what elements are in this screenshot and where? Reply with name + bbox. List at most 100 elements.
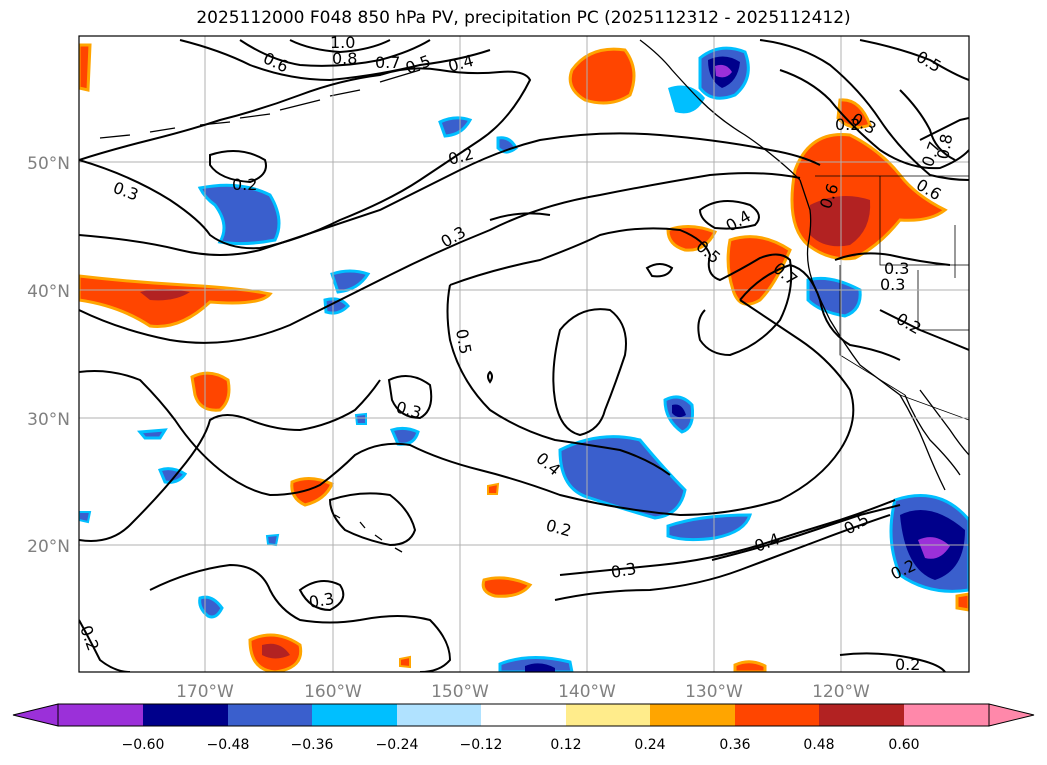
contour-label: 0.3 [609,559,637,582]
contour-label: 0.3 [884,259,909,278]
pv-contour [552,308,627,437]
coastline-canada [799,179,813,281]
pv-contour [239,39,431,67]
precip-area-orange [733,660,767,672]
colorbar-tick-label: 0.48 [803,737,834,753]
colorbar-cell [650,704,735,726]
precip-area-purple [715,64,732,78]
pv-contour [79,619,131,672]
colorbar-cells [58,704,989,726]
precip-area-orange [79,43,92,92]
coastline-baja [904,394,961,476]
colorbar-extend-left [12,703,59,727]
gridlines [79,36,969,672]
lon-label: 150°W [431,682,489,702]
lon-label: 160°W [304,682,362,702]
map-frame [78,35,970,673]
border-us-mexico [899,394,969,421]
lat-label: 40°N [27,282,70,302]
map-panel: 1.0 0.8 0.6 0.7 0.5 0.4 0.2 0.2 0.3 0.3 … [78,35,970,674]
pv-contour [879,309,969,351]
pv-contour [779,69,969,170]
pv-contour [298,580,345,612]
contour-label: 0.3 [880,275,905,294]
precip-area-blue [330,269,371,294]
pv-contour [149,563,452,672]
colorbar-ticks: −0.60 −0.48 −0.36 −0.24 −0.12 0.12 0.24 … [122,737,920,753]
precip-area-darkred [810,196,871,247]
colorbar-tick-label: 0.12 [550,737,581,753]
pv-contour [711,504,901,561]
precip-area-blue [438,116,473,138]
precip-area-blue [265,533,280,547]
pv-contour [554,514,891,601]
colorbar-cell [735,704,819,726]
colorbar-tick-label: 0.60 [888,737,919,753]
pv-contour [487,370,493,384]
contour-label: 0.7 [375,53,400,72]
pv-contour [919,117,969,141]
colorbar-tick-label: −0.48 [207,737,250,753]
pv-contour [559,499,896,576]
precip-positive-areas [79,43,969,672]
pv-contour [489,212,551,221]
precip-area-blue [666,513,753,542]
latitude-labels: 50°N 40°N 30°N 20°N [27,154,70,557]
colorbar-cell [397,704,481,726]
contour-label: 0.2 [895,655,920,674]
precip-area-blue [197,183,281,246]
colorbar-cell [143,704,228,726]
precip-area-orange [955,592,969,612]
border-state [879,176,969,266]
longitude-labels: 170°W 160°W 150°W 140°W 130°W 120°W [176,682,870,702]
pv-contour [698,200,760,230]
pv-contour [79,172,801,344]
colorbar-tick-label: −0.12 [460,737,503,753]
pv-contour [859,39,969,81]
precip-area-darkblue [525,663,555,672]
precip-area-darkblue [672,404,686,418]
pv-contour [328,492,417,547]
pv-contour [79,132,821,256]
precip-area-orange [836,98,872,129]
precip-area-purple [918,537,950,559]
colorbar-tick-label: −0.36 [291,737,334,753]
pv-contour [79,299,855,517]
precip-area-orange [190,371,231,412]
precip-area-lightblue [668,85,705,114]
precip-area-orange [481,576,533,598]
lon-label: 140°W [558,682,616,702]
pv-contour [834,252,951,266]
contour-label: 0.8 [933,132,956,160]
lon-label: 120°W [812,682,870,702]
colorbar-cell [228,704,312,726]
colorbar-cell [481,704,566,726]
precip-area-blue [136,428,168,440]
precip-area-blue [354,412,367,425]
contour-label: 0.2 [835,115,860,134]
pv-contour [446,284,671,476]
map-title: 2025112000 F048 850 hPa PV, precipitatio… [196,8,851,28]
colorbar-tick-label: 0.36 [719,737,750,753]
precip-area-orange [568,47,636,105]
pv-contour [387,375,433,420]
precip-area-orange [487,482,500,495]
pv-contour [289,39,391,54]
precip-area-orange [290,477,334,507]
pv-contour [899,89,956,161]
colorbar-extend-right [988,703,1035,727]
precip-area-blue [323,297,351,315]
colorbar-cell [58,704,143,726]
pv-contour [839,652,946,672]
lon-label: 170°W [176,682,234,702]
pv-contour [79,67,532,250]
contour-label: 0.5 [452,327,475,355]
hawaii-islands [334,514,403,553]
coastline-gulf [919,389,969,456]
precip-area-darkred [140,289,190,301]
colorbar-cell [566,704,650,726]
pv-contour [645,263,674,278]
colorbar-frame [57,703,990,727]
pv-contour [739,263,901,361]
